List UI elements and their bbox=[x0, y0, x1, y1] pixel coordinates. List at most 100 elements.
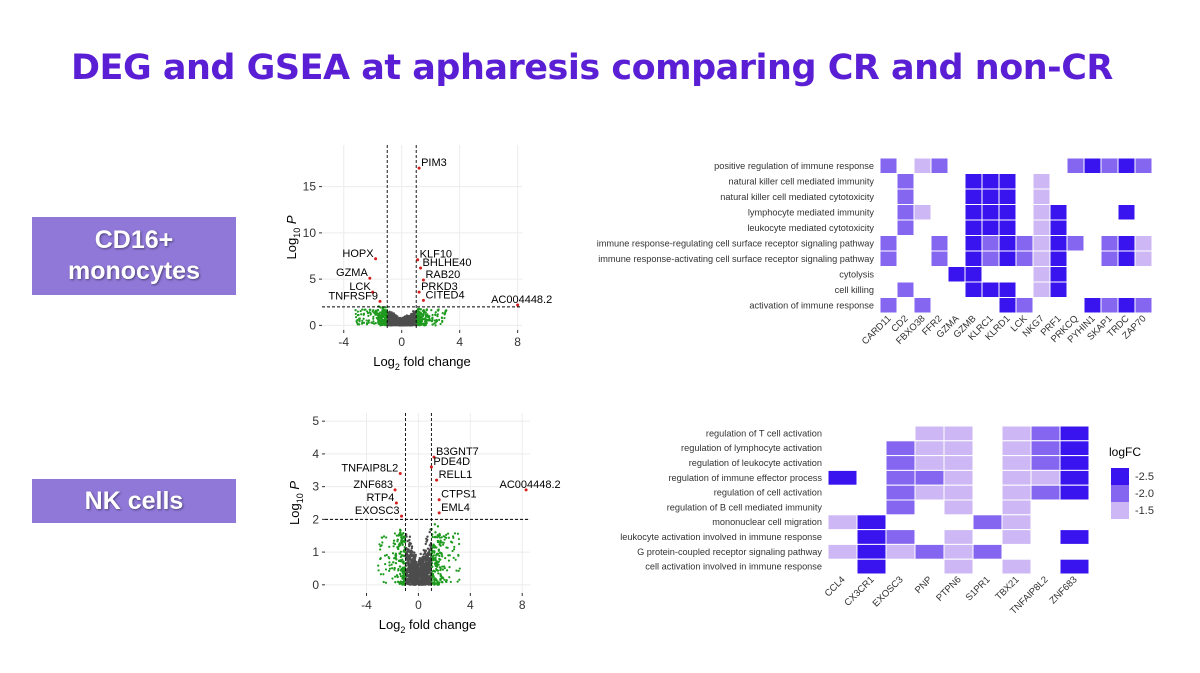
data-point bbox=[442, 541, 445, 544]
data-point bbox=[391, 567, 394, 570]
data-point bbox=[364, 308, 367, 311]
heatmap-cell bbox=[896, 204, 915, 221]
heatmap-cell bbox=[947, 266, 966, 283]
data-point bbox=[432, 581, 435, 584]
x-tick-label: 0 bbox=[398, 335, 405, 349]
heatmap-cell bbox=[964, 250, 983, 267]
gene-point-b3gnt7 bbox=[432, 455, 436, 459]
x-tick-label: 8 bbox=[519, 598, 526, 612]
data-point bbox=[399, 550, 403, 554]
data-point bbox=[388, 557, 391, 560]
data-point bbox=[394, 561, 398, 565]
x-axis-label-rest: fold change bbox=[405, 617, 476, 632]
data-point bbox=[410, 551, 414, 555]
heatmap-cell bbox=[964, 281, 983, 298]
data-point bbox=[393, 568, 396, 571]
data-point bbox=[420, 558, 424, 561]
heatmap-cell bbox=[964, 266, 983, 283]
data-point bbox=[437, 560, 441, 563]
heatmap-cell bbox=[1066, 157, 1085, 174]
data-point bbox=[434, 561, 437, 565]
data-point bbox=[395, 534, 399, 537]
heatmap-cell bbox=[1100, 157, 1119, 174]
data-point bbox=[384, 581, 388, 584]
y-tick-label: 5 bbox=[312, 414, 319, 428]
data-point bbox=[400, 538, 403, 541]
data-point bbox=[419, 552, 422, 556]
data-point bbox=[361, 319, 364, 322]
data-point bbox=[402, 581, 405, 585]
data-point bbox=[426, 535, 429, 538]
heatmap-cell bbox=[1030, 440, 1061, 457]
data-point bbox=[411, 569, 415, 573]
data-point bbox=[397, 569, 400, 572]
data-point bbox=[441, 319, 444, 323]
data-point bbox=[412, 318, 416, 321]
data-point bbox=[439, 574, 442, 578]
heatmap-cell bbox=[885, 455, 916, 471]
data-point bbox=[395, 554, 398, 557]
col-label-tbx21: TBX21 bbox=[993, 574, 1021, 602]
heatmap-cell bbox=[1030, 469, 1061, 486]
data-point bbox=[426, 547, 430, 550]
gene-point-eml4 bbox=[437, 511, 441, 515]
data-point bbox=[411, 565, 414, 569]
y-axis-label: Log10 P bbox=[284, 215, 302, 259]
col-label-ccl4: CCL4 bbox=[823, 574, 848, 599]
data-point bbox=[402, 572, 405, 575]
data-point bbox=[441, 312, 444, 315]
data-point bbox=[433, 550, 436, 553]
data-point bbox=[365, 319, 368, 322]
data-point bbox=[434, 556, 437, 560]
gene-point-hopx bbox=[374, 257, 378, 261]
data-point bbox=[432, 554, 436, 557]
data-point bbox=[431, 313, 434, 317]
y-axis-label-part: Log bbox=[284, 238, 299, 260]
data-point bbox=[382, 573, 385, 576]
data-point bbox=[398, 565, 402, 568]
y-axis-label-sub: 10 bbox=[295, 493, 305, 503]
x-tick-label: 4 bbox=[456, 335, 463, 349]
heatmap-cell bbox=[879, 157, 898, 174]
data-point bbox=[392, 539, 396, 542]
legend-label: -1.5 bbox=[1135, 505, 1154, 517]
legend-swatch bbox=[1111, 485, 1129, 502]
legend-swatch bbox=[1111, 502, 1129, 519]
data-point bbox=[405, 323, 408, 327]
data-point bbox=[414, 571, 417, 574]
data-point bbox=[443, 567, 446, 570]
heatmap-cell bbox=[914, 484, 945, 501]
data-point bbox=[410, 547, 414, 550]
data-point bbox=[358, 317, 361, 320]
heatmap-cell bbox=[856, 558, 887, 575]
data-point bbox=[384, 568, 388, 571]
heatmap-cell bbox=[1134, 157, 1153, 174]
data-point bbox=[424, 542, 427, 546]
data-point bbox=[435, 567, 438, 571]
data-point bbox=[425, 553, 428, 557]
point-cloud-fringe bbox=[354, 307, 448, 327]
data-point bbox=[408, 556, 411, 560]
data-point bbox=[406, 539, 409, 543]
data-point bbox=[379, 545, 382, 548]
data-point bbox=[408, 543, 412, 546]
heatmap-cell bbox=[1015, 235, 1034, 252]
data-point bbox=[453, 545, 456, 548]
data-point bbox=[438, 536, 442, 539]
data-point bbox=[374, 312, 378, 315]
point-cloud-fringe bbox=[377, 532, 461, 585]
heatmap-cell bbox=[885, 484, 916, 501]
data-point bbox=[434, 535, 437, 539]
gene-label-tnfaip8l2: TNFAIP8L2 bbox=[341, 463, 398, 475]
point-cloud bbox=[392, 523, 446, 587]
data-point bbox=[409, 321, 412, 324]
cd16-monocytes-label: CD16+ monocytes bbox=[32, 217, 236, 295]
data-point bbox=[423, 577, 427, 580]
heatmap-cell bbox=[1083, 157, 1102, 174]
data-point bbox=[426, 576, 430, 579]
heatmap-cell bbox=[896, 173, 915, 190]
data-point bbox=[400, 322, 403, 326]
heatmap-cell bbox=[879, 250, 898, 267]
heatmap-cell bbox=[885, 543, 916, 560]
